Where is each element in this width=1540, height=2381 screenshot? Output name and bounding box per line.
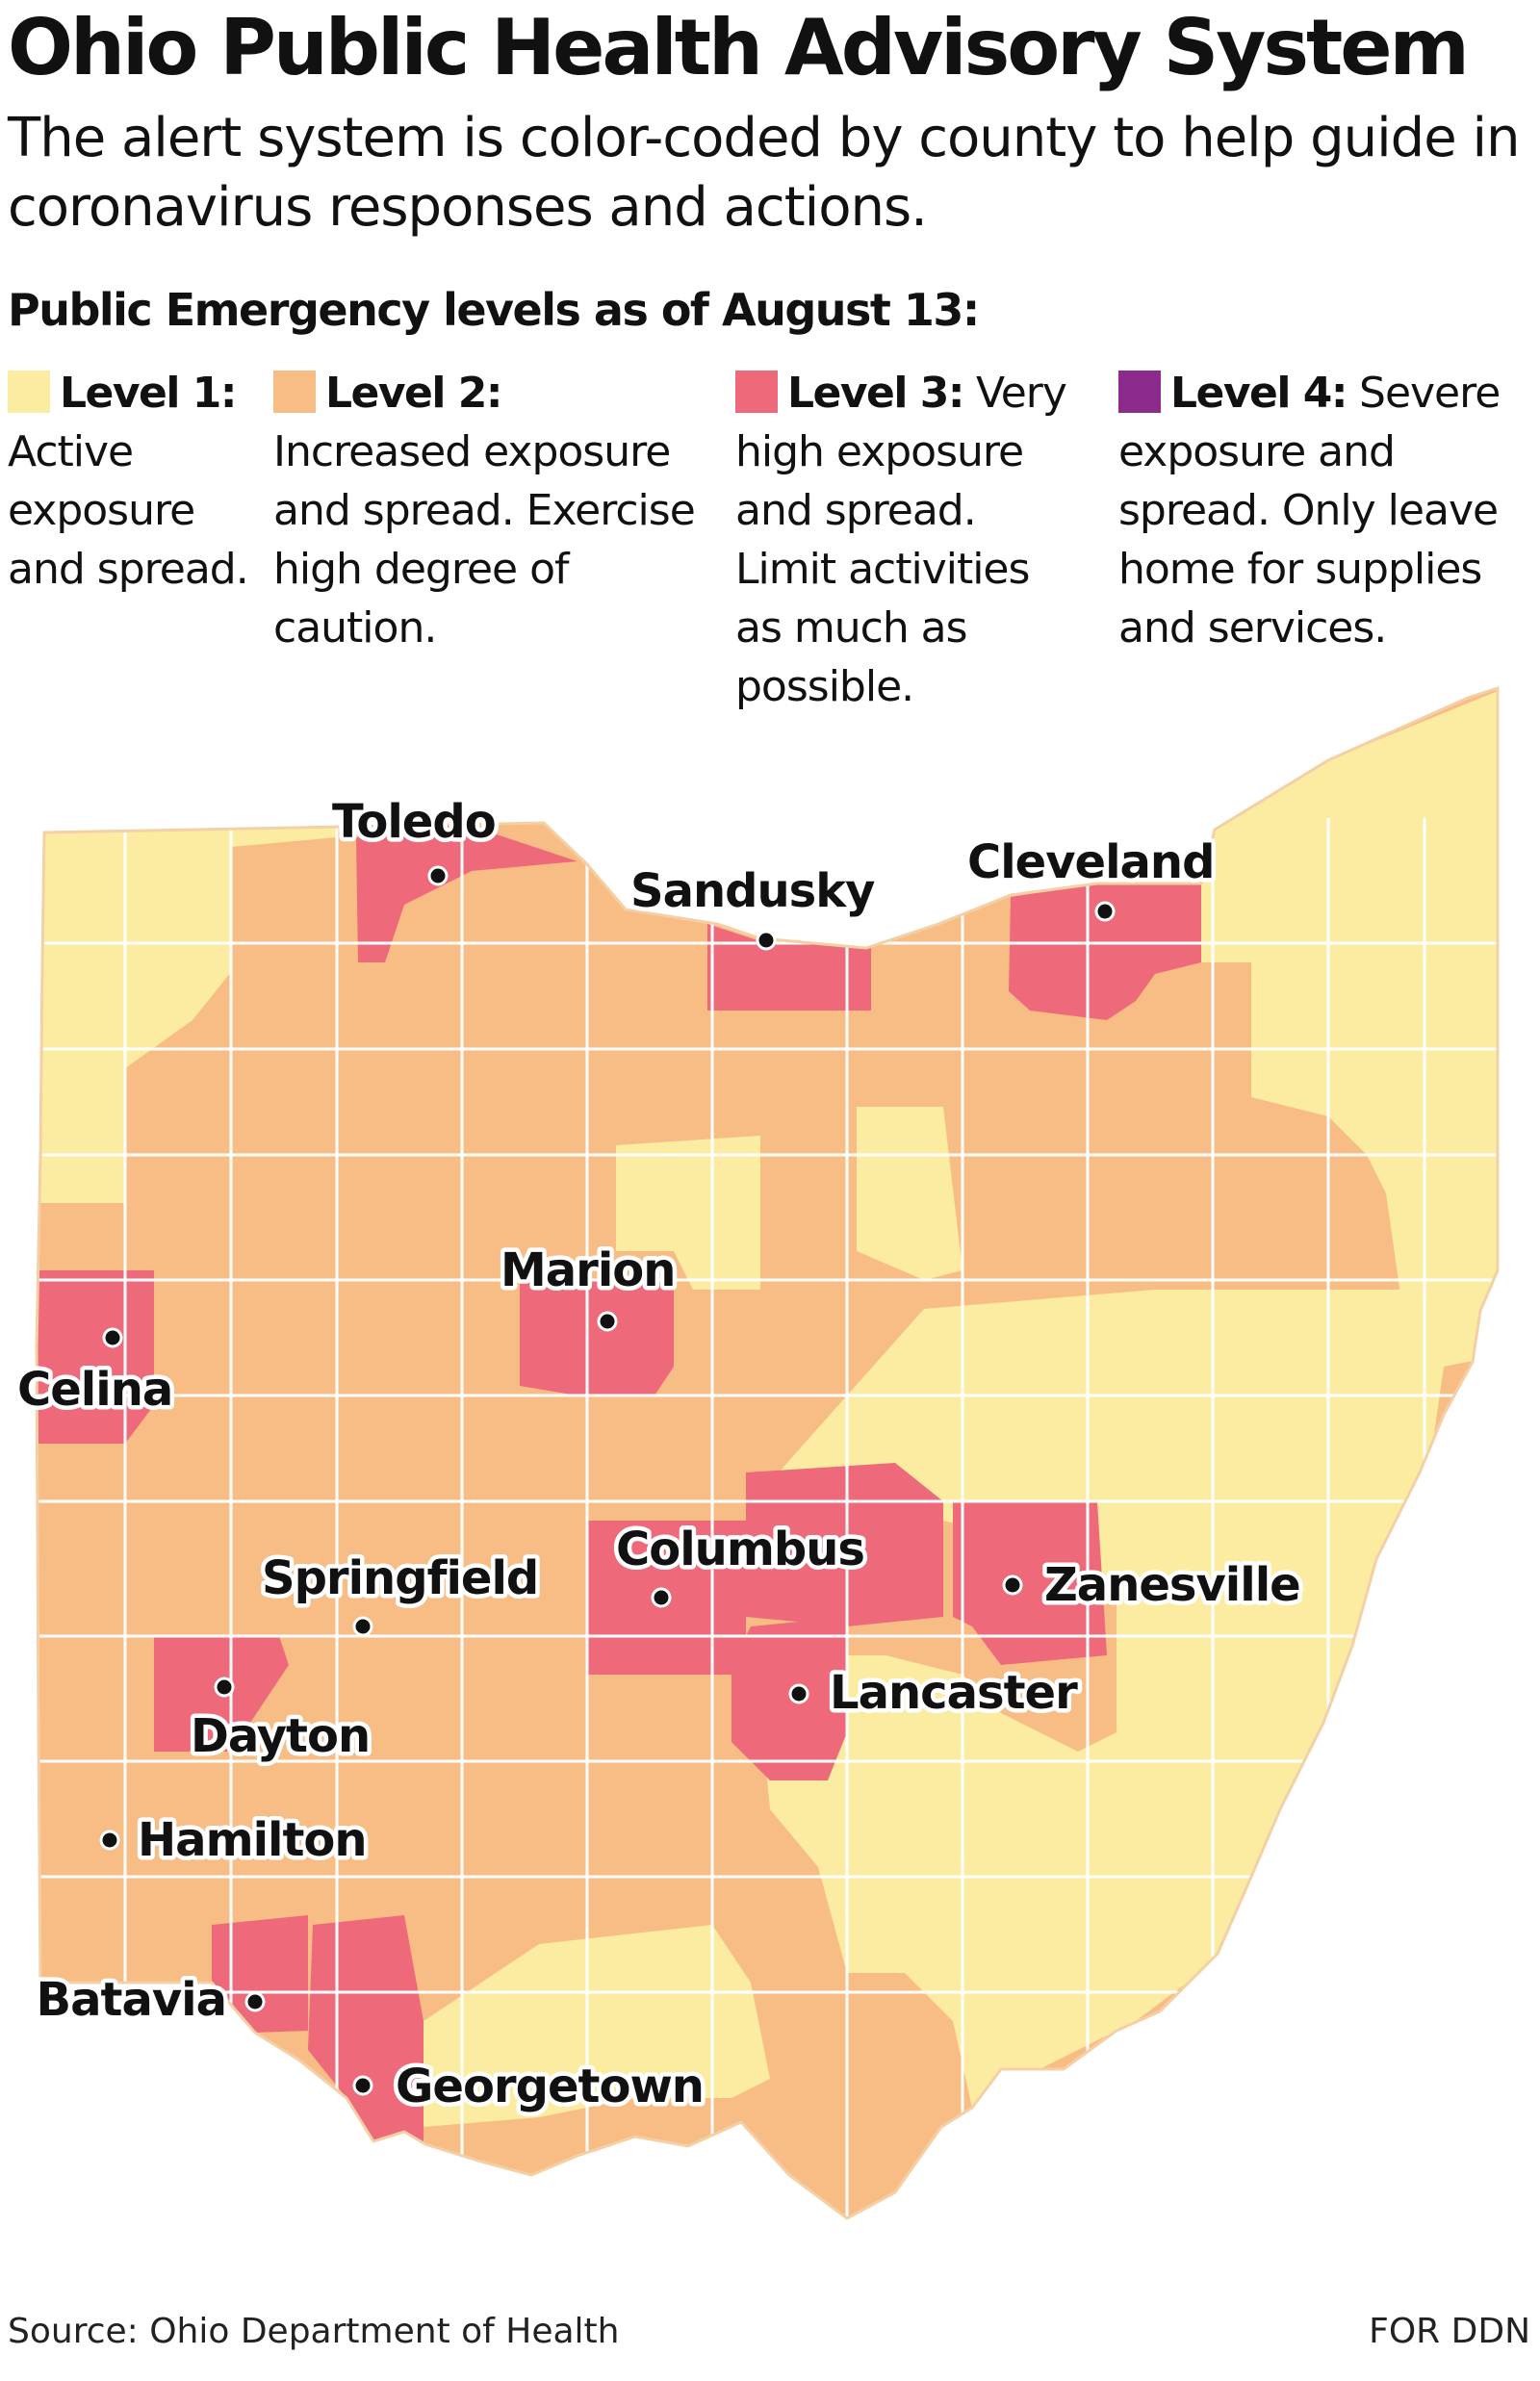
city-label-georgetown: Georgetown [396,2060,704,2113]
legend-level-3: Level 3: Very high exposure and spread. … [735,364,1068,716]
legend-label: Level 1: [60,369,238,418]
county-region-level-3 [732,1617,847,1780]
city-dot [651,1587,672,1608]
county-region-level-3 [37,1270,154,1444]
city-dot [788,1683,809,1704]
legend-swatch-level-4 [1118,371,1161,413]
city-dot [214,1677,235,1698]
county-region-level-3 [356,823,578,962]
legend-description: Active exposure and spread. [8,427,249,594]
legend-level-4: Level 4: Severe exposure and spread. Onl… [1118,364,1532,657]
legend-label: Level 3: [787,369,965,418]
legend-swatch-level-1 [8,371,50,413]
county-region-level-3 [953,1501,1107,1665]
county-region-level-1 [1201,688,1498,1367]
legend-description: Severe exposure and spread. Only leave h… [1118,369,1501,653]
city-dot [352,1616,373,1637]
city-label-sandusky: Sandusky [630,864,875,918]
city-dot [427,865,449,886]
legend-description: Very high exposure and spread. Limit act… [735,369,1067,711]
county-region-level-1 [424,1925,770,2127]
city-dot [352,2075,373,2096]
legend-label: Level 2: [325,369,503,418]
county-region-level-3 [1009,883,1201,1020]
legend-swatch-level-3 [735,371,778,413]
county-region-level-3 [746,1463,943,1626]
page-title: Ohio Public Health Advisory System [8,3,1470,92]
city-markers: Toledo Sandusky Cleveland Marion Celina Colum… [13,791,1306,2118]
county-region-level-1 [616,1136,760,1290]
legend-level-2: Level 2: Increased exposure and spread. … [273,364,722,657]
city-dot [756,930,777,951]
levels-heading: Public Emergency levels as of August 13: [8,284,980,336]
city-label-celina: Celina [17,1363,172,1417]
county-region-level-3 [308,1915,424,2156]
city-label-zanesville: Zanesville [1044,1558,1300,1612]
credit-note: FOR DDN [1369,2312,1530,2351]
ohio-outline [35,685,1500,2220]
legend-description: Increased exposure and spread. Exercise … [273,427,696,653]
city-label-columbus: Columbus [616,1523,864,1576]
subtitle: The alert system is color-coded by count… [8,107,1521,239]
ohio-county-map: Toledo Sandusky Cleveland Marion Celina Colum… [13,685,1500,2220]
legend-label: Level 4: [1170,369,1348,418]
county-region-level-1 [37,818,337,1203]
city-label-springfield: Springfield [262,1551,538,1605]
city-label-cleveland: Cleveland [967,835,1214,889]
city-dot [1094,901,1116,922]
city-dot [102,1327,123,1348]
city-dot [99,1830,120,1851]
source-note: Source: Ohio Department of Health [8,2312,620,2351]
city-label-toledo: Toledo [332,795,496,849]
county-region-level-3 [212,1915,308,2033]
city-dot [597,1311,618,1332]
city-label-hamilton: Hamilton [138,1813,367,1867]
city-label-marion: Marion [500,1243,675,1297]
legend-swatch-level-2 [273,371,316,413]
city-dot [1002,1575,1023,1596]
city-label-dayton: Dayton [191,1709,370,1763]
city-label-batavia: Batavia [37,1973,226,2027]
county-region-level-1 [857,1107,962,1280]
county-region-level-3 [520,1280,674,1395]
city-dot [244,1991,266,2012]
city-label-lancaster: Lancaster [830,1666,1078,1720]
legend-level-1: Level 1: Active exposure and spread. [8,364,260,599]
